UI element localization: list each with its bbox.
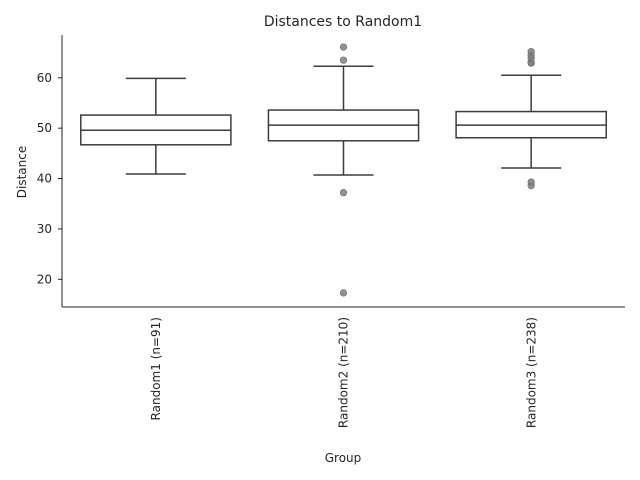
y-tick-label: 60	[37, 71, 52, 85]
x-axis-title: Group	[325, 451, 362, 465]
x-tick-group: Random1 (n=91) Random2 (n=210) Random3 (n=…	[149, 317, 538, 428]
outlier-point	[339, 43, 348, 51]
y-axis-title: Distance	[15, 146, 29, 198]
outlier-point	[339, 56, 348, 64]
x-tick-label: Random2 (n=210)	[337, 317, 351, 428]
box-group	[80, 43, 607, 297]
outlier-point	[339, 289, 348, 297]
y-tick-label: 30	[37, 222, 52, 236]
x-tick-label: Random1 (n=91)	[149, 317, 163, 420]
outlier-point	[527, 178, 535, 186]
outlier-point	[339, 189, 348, 197]
y-tick-label: 40	[37, 172, 52, 186]
chart-title: Distances to Random1	[264, 14, 422, 30]
outlier-point	[527, 48, 535, 56]
x-tick-label: Random3 (n=238)	[524, 317, 538, 428]
y-tick-label: 50	[37, 121, 52, 135]
box-2	[267, 43, 420, 297]
box-3	[455, 48, 607, 190]
y-tick-label: 20	[37, 272, 52, 286]
y-tick-group: 20 30 40 50 60	[37, 71, 62, 286]
box-1	[80, 77, 232, 175]
